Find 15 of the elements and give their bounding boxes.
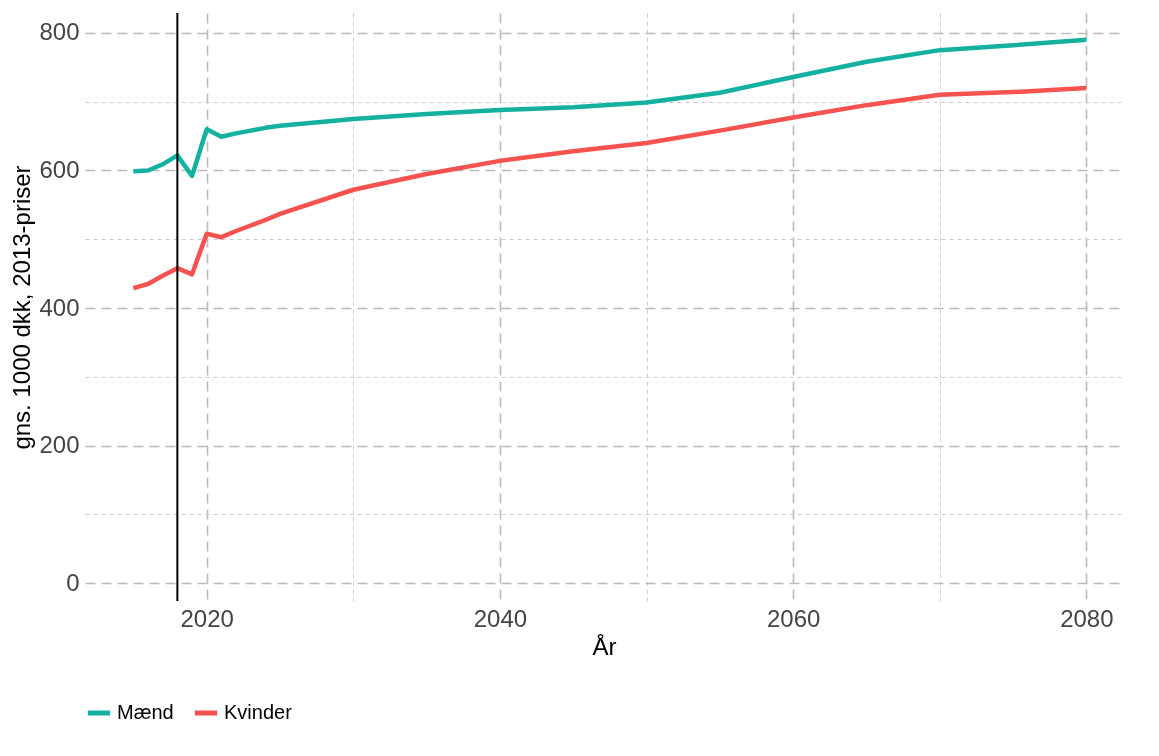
line-series	[131, 85, 1089, 291]
x-tick-label: 2040	[473, 604, 528, 632]
y-tick-label: 200	[39, 431, 80, 459]
y-tick-label: 0	[66, 568, 80, 596]
y-tick-label: 800	[39, 18, 80, 46]
line-series	[131, 37, 1089, 179]
y-tick-label: 600	[39, 155, 80, 183]
x-tick-label: 2020	[180, 604, 234, 632]
y-axis-title: gns. 1000 dkk, 2013-priser	[8, 165, 36, 450]
legend-label: Mænd	[117, 701, 174, 723]
y-tick-label: 400	[39, 293, 80, 321]
x-axis-title: År	[592, 632, 617, 660]
legend-label: Kvinder	[224, 701, 293, 723]
x-tick-label: 2080	[1060, 604, 1114, 632]
x-tick-label: 2060	[766, 604, 821, 632]
